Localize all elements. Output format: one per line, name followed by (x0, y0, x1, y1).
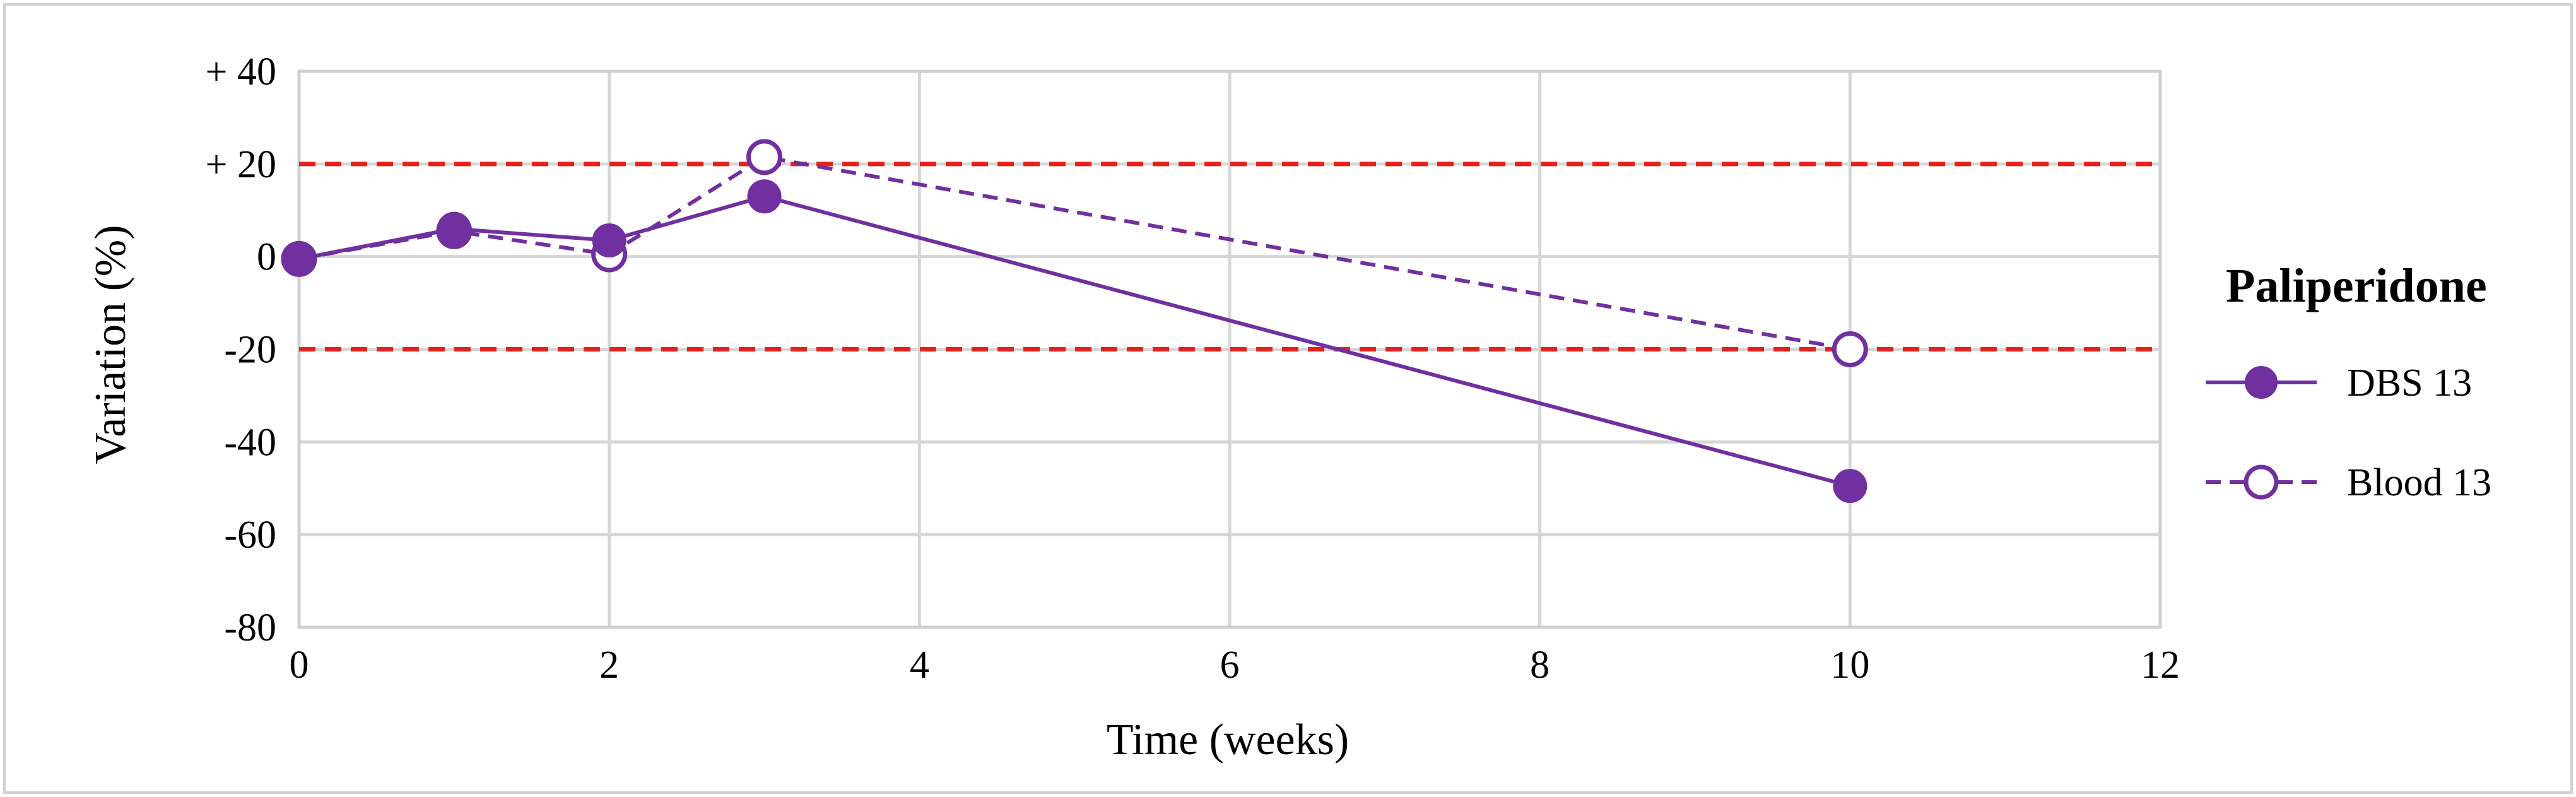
data-point (746, 139, 782, 175)
legend-title: Paliperidone (2226, 259, 2487, 312)
x-tick-labels: 0 2 4 6 8 10 12 (290, 644, 2180, 687)
data-point (437, 211, 471, 246)
y-tick-labels: + 40 + 20 0 -20 -40 -60 -80 (206, 50, 276, 649)
y-tick-label: -40 (224, 421, 276, 464)
y-axis-title: Variation (%) (86, 225, 135, 464)
data-point (282, 242, 316, 276)
y-tick-label: -20 (224, 329, 276, 372)
y-tick-label: + 40 (206, 50, 276, 93)
y-tick-label: -80 (224, 606, 276, 649)
legend-items: DBS 13 Blood 13 (2206, 362, 2491, 504)
legend-label: DBS 13 (2347, 362, 2472, 404)
legend-item: DBS 13 (2206, 362, 2472, 404)
legend: Paliperidone DBS 13 Blood 13 (2206, 259, 2491, 504)
x-tick-label: 2 (599, 644, 619, 687)
y-tick-label: -60 (224, 514, 276, 557)
series-dbs-13 (282, 179, 1867, 504)
x-tick-label: 6 (1220, 644, 1240, 687)
figure-border (3, 3, 2573, 794)
legend-label: Blood 13 (2347, 461, 2491, 504)
legend-marker-swatch (2245, 366, 2278, 399)
x-tick-label: 4 (910, 644, 929, 687)
y-tick-label: 0 (257, 236, 276, 279)
data-point (747, 179, 782, 214)
x-axis-title: Time (weeks) (1107, 716, 1349, 764)
data-point (592, 223, 626, 257)
series-layer (281, 139, 1868, 504)
legend-marker-swatch (2244, 464, 2279, 500)
data-point (1833, 469, 1867, 504)
data-point (1832, 331, 1868, 367)
x-tick-label: 8 (1530, 644, 1550, 687)
x-tick-label: 10 (1830, 644, 1869, 687)
x-tick-label: 0 (290, 644, 309, 687)
x-tick-label: 12 (2141, 644, 2180, 687)
y-tick-label: + 20 (206, 143, 276, 186)
legend-item: Blood 13 (2206, 461, 2491, 504)
